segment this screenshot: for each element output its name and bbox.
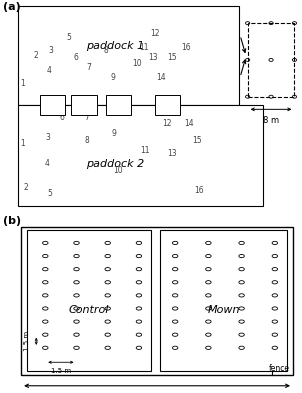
Text: 2: 2 [34,51,38,60]
Text: 16: 16 [194,186,204,195]
Text: E2: E2 [79,101,89,110]
Text: 9: 9 [111,73,115,82]
FancyBboxPatch shape [160,230,287,371]
Text: 6: 6 [73,53,78,62]
Text: 1.5 m: 1.5 m [24,331,30,351]
Text: 16: 16 [181,43,191,52]
FancyBboxPatch shape [27,230,151,371]
Text: 3: 3 [45,133,50,142]
Text: E4: E4 [162,101,172,110]
FancyBboxPatch shape [21,227,293,375]
Text: 15: 15 [192,136,201,145]
Text: 11: 11 [139,43,149,52]
Text: 13: 13 [148,53,157,62]
Text: 6: 6 [60,113,65,122]
Text: 3: 3 [49,46,54,55]
Text: E3: E3 [113,101,124,110]
Text: 10: 10 [132,59,142,68]
Text: 1.5 m: 1.5 m [51,368,71,374]
Text: 10: 10 [114,166,123,175]
Text: Control: Control [69,305,109,315]
Text: paddock 2: paddock 2 [86,159,144,169]
Text: Mown: Mown [207,305,240,315]
Text: 8: 8 [84,136,89,145]
Text: 12: 12 [150,29,159,39]
Text: 4: 4 [45,159,50,168]
Text: 1: 1 [20,79,25,88]
Text: 7: 7 [86,63,91,72]
Text: 8: 8 [104,46,109,55]
FancyBboxPatch shape [155,95,180,115]
Text: 14: 14 [185,119,194,128]
Text: 1: 1 [21,139,25,148]
FancyBboxPatch shape [71,95,97,115]
Text: 2: 2 [23,184,28,193]
Text: 8 m: 8 m [263,116,279,125]
Text: paddock 1: paddock 1 [86,41,144,51]
Text: 12: 12 [162,119,172,128]
Text: 5: 5 [47,189,52,198]
Text: 15: 15 [168,53,177,62]
Text: 13: 13 [167,149,177,158]
Text: E1: E1 [47,101,58,110]
Text: (a): (a) [3,2,21,12]
Text: 11: 11 [140,146,150,155]
FancyBboxPatch shape [106,95,131,115]
Text: 5: 5 [66,33,71,42]
Text: 7: 7 [84,113,89,122]
FancyBboxPatch shape [18,105,263,206]
FancyBboxPatch shape [40,95,65,115]
Text: fence: fence [269,364,290,373]
FancyBboxPatch shape [248,23,294,97]
Text: 14: 14 [157,73,166,82]
FancyBboxPatch shape [18,6,239,105]
Text: 9: 9 [111,129,116,138]
Text: (b): (b) [3,216,21,226]
Text: 4: 4 [47,66,51,75]
